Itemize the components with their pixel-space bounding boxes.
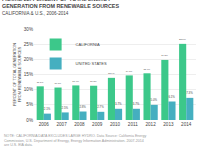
svg-text:3.7%: 3.7% xyxy=(133,102,140,106)
svg-text:15.4%: 15.4% xyxy=(143,68,150,70)
svg-text:FIGURE 22. PERCENT OF TOTAL EN: FIGURE 22. PERCENT OF TOTAL ENERGYGENERA… xyxy=(2,0,119,16)
svg-text:10%: 10% xyxy=(24,87,33,92)
svg-text:30%: 30% xyxy=(24,27,33,32)
svg-text:7.3%: 7.3% xyxy=(186,91,193,95)
svg-text:UNITED STATES: UNITED STATES xyxy=(76,61,107,66)
svg-text:2011: 2011 xyxy=(128,122,138,127)
svg-text:5.0%: 5.0% xyxy=(151,98,158,102)
svg-text:20%: 20% xyxy=(24,57,33,62)
svg-text:3.7%: 3.7% xyxy=(115,102,122,106)
svg-text:15%: 15% xyxy=(24,72,33,77)
svg-text:CALIFORNIA: CALIFORNIA xyxy=(76,42,100,47)
svg-text:2.1%: 2.1% xyxy=(44,107,51,111)
svg-text:PERCENT OF TOTAL GENERATIONFRO: PERCENT OF TOTAL GENERATIONFROM RENEWABL… xyxy=(13,43,22,106)
svg-text:2.5%: 2.5% xyxy=(62,106,69,110)
svg-text:2006: 2006 xyxy=(39,122,50,127)
svg-text:0%: 0% xyxy=(26,118,33,123)
svg-text:11.3%: 11.3% xyxy=(90,80,97,83)
svg-text:2007: 2007 xyxy=(56,122,67,127)
svg-text:2013: 2013 xyxy=(163,122,174,127)
svg-text:2014: 2014 xyxy=(181,122,192,127)
svg-text:2.8%: 2.8% xyxy=(79,105,86,109)
svg-text:NOTE: CALIFORNIA DATA EXCLUDES: NOTE: CALIFORNIA DATA EXCLUDES LARGE HYD… xyxy=(4,134,146,147)
svg-text:25.1%: 25.1% xyxy=(179,38,186,40)
svg-text:11.4%: 11.4% xyxy=(72,80,79,83)
svg-text:2012: 2012 xyxy=(145,122,156,127)
svg-text:2009: 2009 xyxy=(92,122,103,127)
svg-text:13.9%: 13.9% xyxy=(108,72,115,74)
svg-text:6.1%: 6.1% xyxy=(168,95,175,99)
svg-text:10.7%: 10.7% xyxy=(54,82,61,84)
svg-text:2008: 2008 xyxy=(74,122,85,127)
svg-text:25%: 25% xyxy=(24,42,33,47)
svg-text:2.7%: 2.7% xyxy=(97,105,104,109)
svg-text:14.7%: 14.7% xyxy=(126,70,133,72)
svg-text:5%: 5% xyxy=(26,102,33,107)
svg-text:19.8%: 19.8% xyxy=(161,54,168,56)
svg-text:11.1%: 11.1% xyxy=(37,81,44,84)
svg-text:2010: 2010 xyxy=(110,122,121,127)
